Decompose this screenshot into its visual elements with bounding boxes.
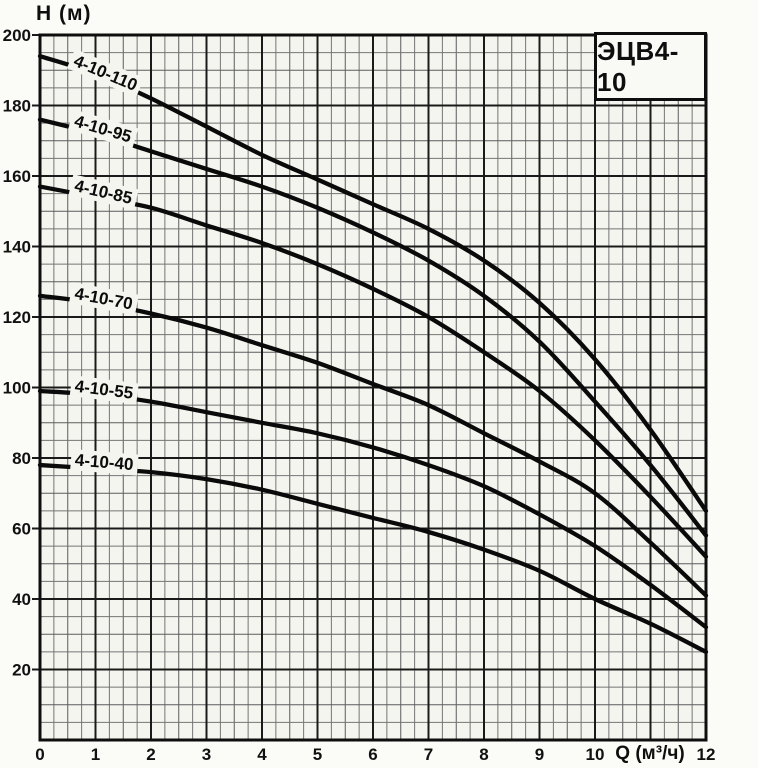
x-tick-label: 4 (257, 745, 267, 764)
x-tick-label: 9 (535, 745, 544, 764)
y-tick-label: 20 (12, 661, 31, 680)
plot-frame (38, 33, 708, 742)
y-tick-label: 200 (3, 26, 31, 45)
x-tick-label: 2 (146, 745, 155, 764)
y-tick-label: 100 (3, 379, 31, 398)
x-axis-title: Q (м³/ч) (615, 743, 685, 764)
curve-4-10-40 (37, 462, 709, 655)
x-tick-label: 1 (91, 745, 100, 764)
x-tick-label: 12 (697, 745, 716, 764)
y-axis-title: H (м) (36, 2, 92, 25)
curve-4-10-85 (37, 184, 709, 559)
x-tick-label: 7 (424, 745, 433, 764)
y-tick-label: 120 (3, 308, 31, 327)
pump-model-label: ЭЦВ4-10 (597, 35, 679, 97)
y-tick-label: 160 (3, 167, 31, 186)
y-tick-label: 180 (3, 97, 31, 116)
curve-4-10-110 (37, 54, 709, 514)
curve-4-10-70 (37, 293, 709, 598)
x-tick-label: 3 (202, 745, 211, 764)
x-tick-label: 0 (35, 745, 44, 764)
pump-model-box: ЭЦВ4-10 (594, 32, 707, 101)
x-tick-label: 8 (479, 745, 488, 764)
curve-4-10-55 (37, 388, 709, 630)
y-tick-label: 80 (12, 449, 31, 468)
x-tick-label: 6 (368, 745, 377, 764)
y-tick-label: 60 (12, 520, 31, 539)
y-tick-label: 140 (3, 238, 31, 257)
x-tick-label: 10 (586, 745, 605, 764)
y-tick-label: 40 (12, 590, 31, 609)
x-tick-label: 5 (313, 745, 322, 764)
curve-4-10-95 (37, 117, 709, 538)
